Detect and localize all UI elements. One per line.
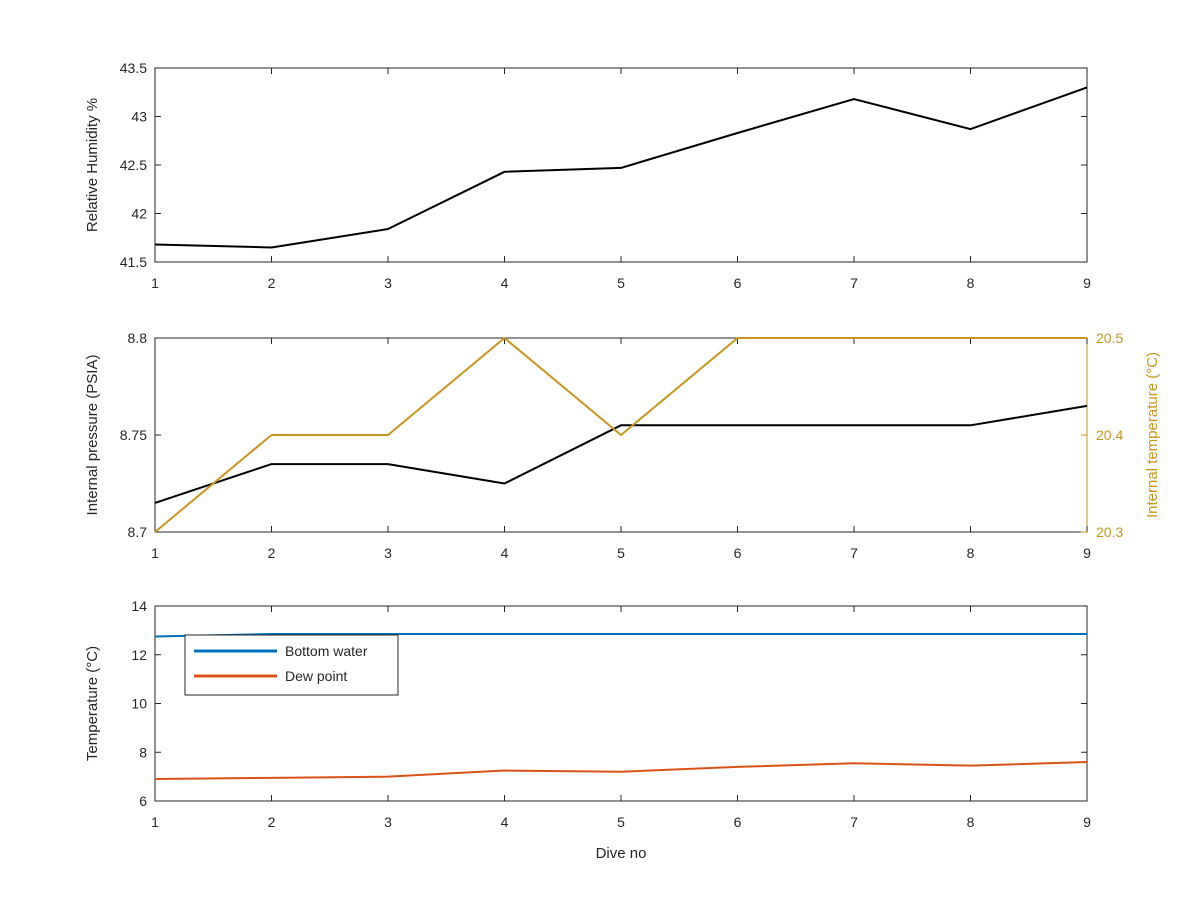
x-tick-label: 1 [151,814,159,830]
y2-axis-label: Internal temperature (°C) [1144,352,1161,518]
series-bottom-water-line [154,633,1087,638]
x-tick-label: 9 [1083,545,1091,561]
chart-2: 1 2 3 4 5 6 7 8 9 8.7 8.75 8.8 20.3 20.4 20.5 Internal … [84,330,1161,561]
x-tick-label: 3 [384,814,392,830]
x-tick-label: 6 [734,275,742,291]
y-tick-label: 41.5 [120,254,147,270]
y-tick-label: 43 [131,109,147,125]
x-tick-label: 6 [734,814,742,830]
series-line-1 [154,86,1088,249]
series-line-1 [154,404,1088,504]
legend: Bottom water Dew point [184,634,399,696]
x-tick-label: 2 [268,814,276,830]
x-tick-label: 5 [617,545,625,561]
series-dew-point-line [154,761,1088,781]
y-tick-label: 14 [131,598,147,614]
chart-1: 1 2 3 4 5 6 7 8 9 41.5 42 42.5 43 43.5 Relative Humidi… [84,60,1091,291]
y-tick-label: 43.5 [120,60,147,76]
x-tick-label: 4 [501,545,509,561]
y-axis-label: Internal pressure (PSIA) [84,355,101,516]
x-tick-label: 2 [268,545,276,561]
y-tick-label: 10 [131,696,147,712]
y-tick-label: 8.7 [128,524,148,540]
x-tick-label: 4 [501,275,509,291]
x-tick-label: 1 [151,275,159,291]
x-tick-label: 9 [1083,275,1091,291]
y-tick-label: 6 [139,793,147,809]
x-axis-label: Dive no [596,845,647,862]
x-tick-label: 7 [850,814,858,830]
x-tick-label: 7 [850,545,858,561]
x-tick-label: 8 [967,275,975,291]
y2-tick-label: 20.4 [1096,427,1123,443]
x-tick-label: 9 [1083,814,1091,830]
x-tick-label: 3 [384,545,392,561]
y-axis-label: Temperature (°C) [84,646,101,761]
x-tick-label: 8 [967,814,975,830]
y-tick-label: 42 [131,206,147,222]
y-tick-label: 8.8 [128,330,148,346]
x-tick-label: 3 [384,275,392,291]
x-tick-label: 1 [151,545,159,561]
x-tick-label: 4 [501,814,509,830]
series-line-2 [154,337,1087,533]
y-tick-label: 8.75 [120,427,147,443]
x-tick-label: 2 [268,275,276,291]
x-tick-label: 5 [617,275,625,291]
y2-tick-label: 20.3 [1096,524,1123,540]
plot-area [154,67,1088,263]
y-tick-label: 8 [139,744,147,760]
y2-tick-label: 20.5 [1096,330,1123,346]
y-tick-label: 12 [131,647,147,663]
x-tick-label: 7 [850,275,858,291]
x-tick-label: 5 [617,814,625,830]
legend-label: Bottom water [285,643,368,659]
legend-label: Dew point [285,668,347,684]
y-axis-label: Relative Humidity % [84,98,101,232]
y-tick-label: 42.5 [120,157,147,173]
x-tick-label: 8 [967,545,975,561]
x-tick-label: 6 [734,545,742,561]
legend-box [184,634,399,696]
